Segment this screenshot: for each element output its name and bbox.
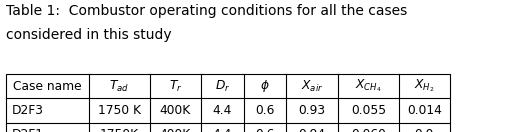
Text: $D_r$: $D_r$ bbox=[215, 79, 230, 94]
Text: $\phi$: $\phi$ bbox=[260, 78, 270, 94]
Text: D2F3: D2F3 bbox=[12, 104, 44, 117]
Text: 0.94: 0.94 bbox=[298, 128, 325, 132]
Text: Case name: Case name bbox=[13, 80, 82, 93]
Text: 0.060: 0.060 bbox=[351, 128, 386, 132]
Text: $T_r$: $T_r$ bbox=[169, 79, 182, 94]
Text: 0.6: 0.6 bbox=[255, 128, 275, 132]
Text: considered in this study: considered in this study bbox=[6, 28, 172, 42]
Text: 0.6: 0.6 bbox=[255, 104, 275, 117]
Text: Table 1:  Combustor operating conditions for all the cases: Table 1: Combustor operating conditions … bbox=[6, 4, 408, 18]
Text: 400K: 400K bbox=[160, 128, 191, 132]
Text: 4.4: 4.4 bbox=[213, 104, 232, 117]
Text: 0.0: 0.0 bbox=[414, 128, 434, 132]
Bar bbox=[6, 74, 450, 132]
Text: $X_{CH_4}$: $X_{CH_4}$ bbox=[355, 78, 382, 94]
Text: $X_{air}$: $X_{air}$ bbox=[301, 79, 323, 94]
Text: 4.4: 4.4 bbox=[213, 128, 232, 132]
Text: $X_{H_2}$: $X_{H_2}$ bbox=[414, 78, 435, 94]
Text: 1750 K: 1750 K bbox=[98, 104, 141, 117]
Text: 400K: 400K bbox=[160, 104, 191, 117]
Text: 0.014: 0.014 bbox=[407, 104, 442, 117]
Text: 0.055: 0.055 bbox=[351, 104, 386, 117]
Text: 1750K: 1750K bbox=[100, 128, 139, 132]
Text: $T_{ad}$: $T_{ad}$ bbox=[110, 79, 129, 94]
Text: D2F1: D2F1 bbox=[12, 128, 44, 132]
Text: 0.93: 0.93 bbox=[298, 104, 325, 117]
